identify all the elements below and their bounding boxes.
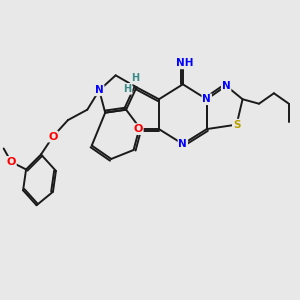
Text: O: O <box>7 157 16 167</box>
Text: N: N <box>222 81 230 91</box>
Text: S: S <box>233 120 240 130</box>
Text: N: N <box>202 94 211 104</box>
Text: O: O <box>134 124 143 134</box>
Text: H: H <box>131 73 139 83</box>
Text: NH: NH <box>176 58 193 68</box>
Text: N: N <box>95 85 103 95</box>
Text: N: N <box>178 139 187 149</box>
Text: O: O <box>48 132 58 142</box>
Text: H: H <box>124 84 132 94</box>
